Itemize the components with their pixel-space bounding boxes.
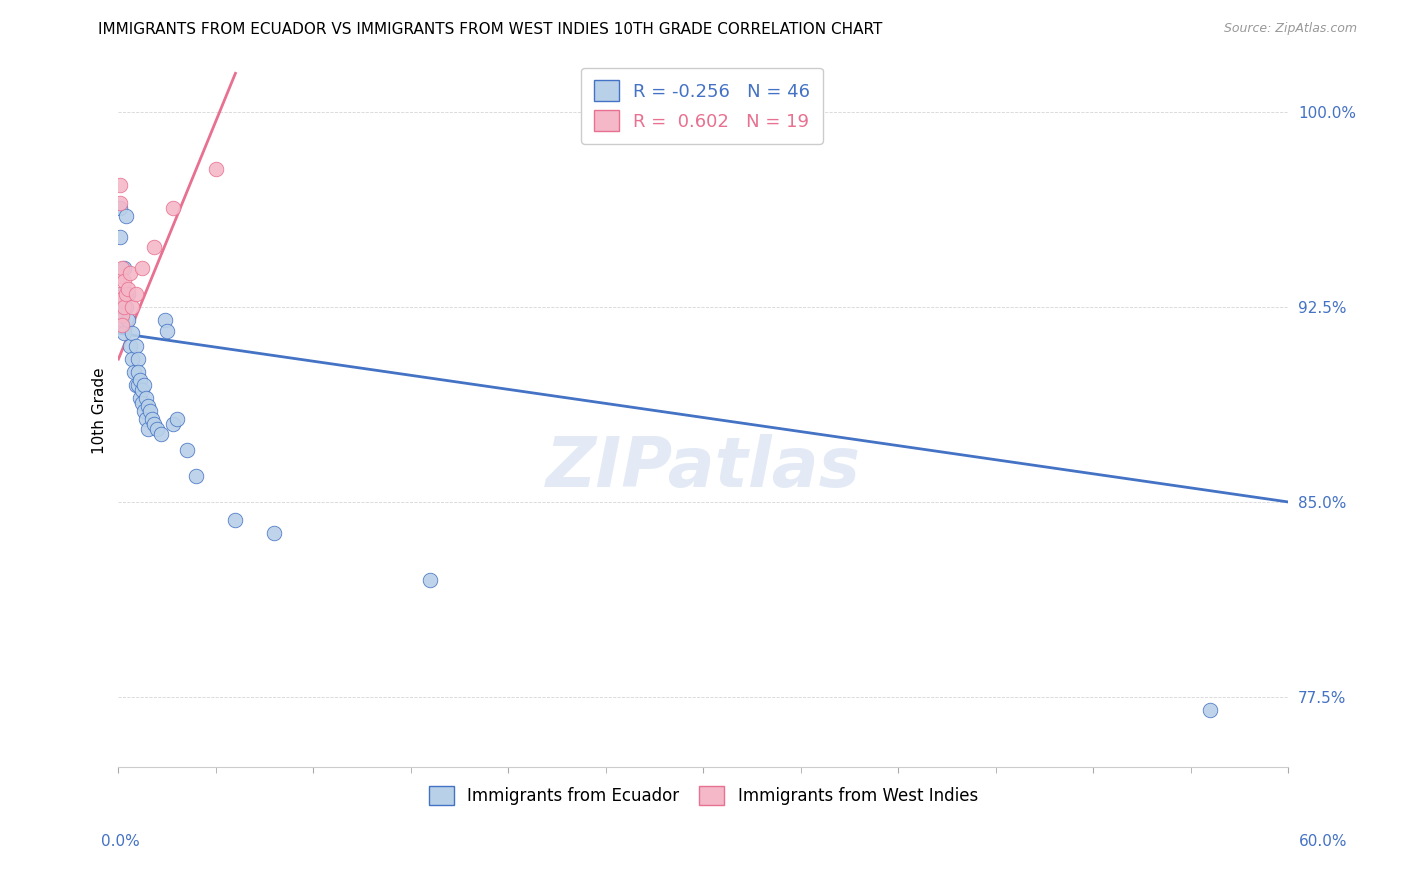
Point [263, 526, 285, 541]
Point [110, 202, 132, 216]
Point [117, 313, 139, 327]
Text: 0.0%: 0.0% [101, 834, 141, 848]
Point [224, 513, 246, 527]
Point [136, 399, 159, 413]
Point [1199, 703, 1222, 717]
Point [111, 293, 134, 307]
Point [146, 422, 169, 436]
Point [127, 378, 149, 392]
Point [111, 287, 134, 301]
Text: IMMIGRANTS FROM ECUADOR VS IMMIGRANTS FROM WEST INDIES 10TH GRADE CORRELATION CH: IMMIGRANTS FROM ECUADOR VS IMMIGRANTS FR… [98, 22, 883, 37]
Point [111, 261, 134, 276]
Point [162, 417, 184, 431]
Text: ZIPatlas: ZIPatlas [546, 434, 860, 501]
Point [120, 339, 142, 353]
Point [127, 352, 149, 367]
Point [142, 240, 165, 254]
Point [131, 261, 153, 276]
Point [112, 300, 135, 314]
Point [122, 365, 145, 379]
Y-axis label: 10th Grade: 10th Grade [93, 368, 107, 454]
Point [120, 266, 142, 280]
Point [115, 300, 138, 314]
Point [419, 573, 441, 587]
Point [162, 202, 184, 216]
Point [117, 282, 139, 296]
Point [138, 404, 160, 418]
Point [155, 313, 177, 327]
Point [111, 313, 134, 327]
Text: Source: ZipAtlas.com: Source: ZipAtlas.com [1223, 22, 1357, 36]
Point [121, 300, 143, 314]
Point [135, 412, 157, 426]
Point [117, 287, 139, 301]
Point [112, 274, 135, 288]
Point [131, 396, 153, 410]
Point [111, 308, 134, 322]
Point [110, 268, 132, 283]
Point [176, 442, 198, 457]
Point [115, 287, 138, 301]
Point [166, 412, 188, 426]
Point [131, 383, 153, 397]
Point [111, 300, 134, 314]
Point [121, 352, 143, 367]
Point [111, 318, 134, 333]
Point [186, 469, 208, 483]
Point [141, 412, 163, 426]
Point [136, 422, 159, 436]
Point [115, 209, 138, 223]
Point [121, 326, 143, 340]
Point [110, 178, 132, 192]
Point [132, 378, 155, 392]
Point [135, 391, 157, 405]
Point [128, 373, 150, 387]
Point [127, 365, 149, 379]
Point [205, 162, 228, 177]
Point [125, 339, 148, 353]
Point [125, 287, 148, 301]
Point [150, 427, 173, 442]
Point [112, 261, 135, 276]
Point [156, 324, 179, 338]
Point [110, 287, 132, 301]
Point [112, 287, 135, 301]
Legend: Immigrants from Ecuador, Immigrants from West Indies: Immigrants from Ecuador, Immigrants from… [422, 780, 984, 812]
Point [112, 326, 135, 340]
Point [132, 404, 155, 418]
Point [110, 196, 132, 211]
Point [128, 391, 150, 405]
Point [110, 230, 132, 244]
Text: 60.0%: 60.0% [1299, 834, 1347, 848]
Point [142, 417, 165, 431]
Point [125, 378, 148, 392]
